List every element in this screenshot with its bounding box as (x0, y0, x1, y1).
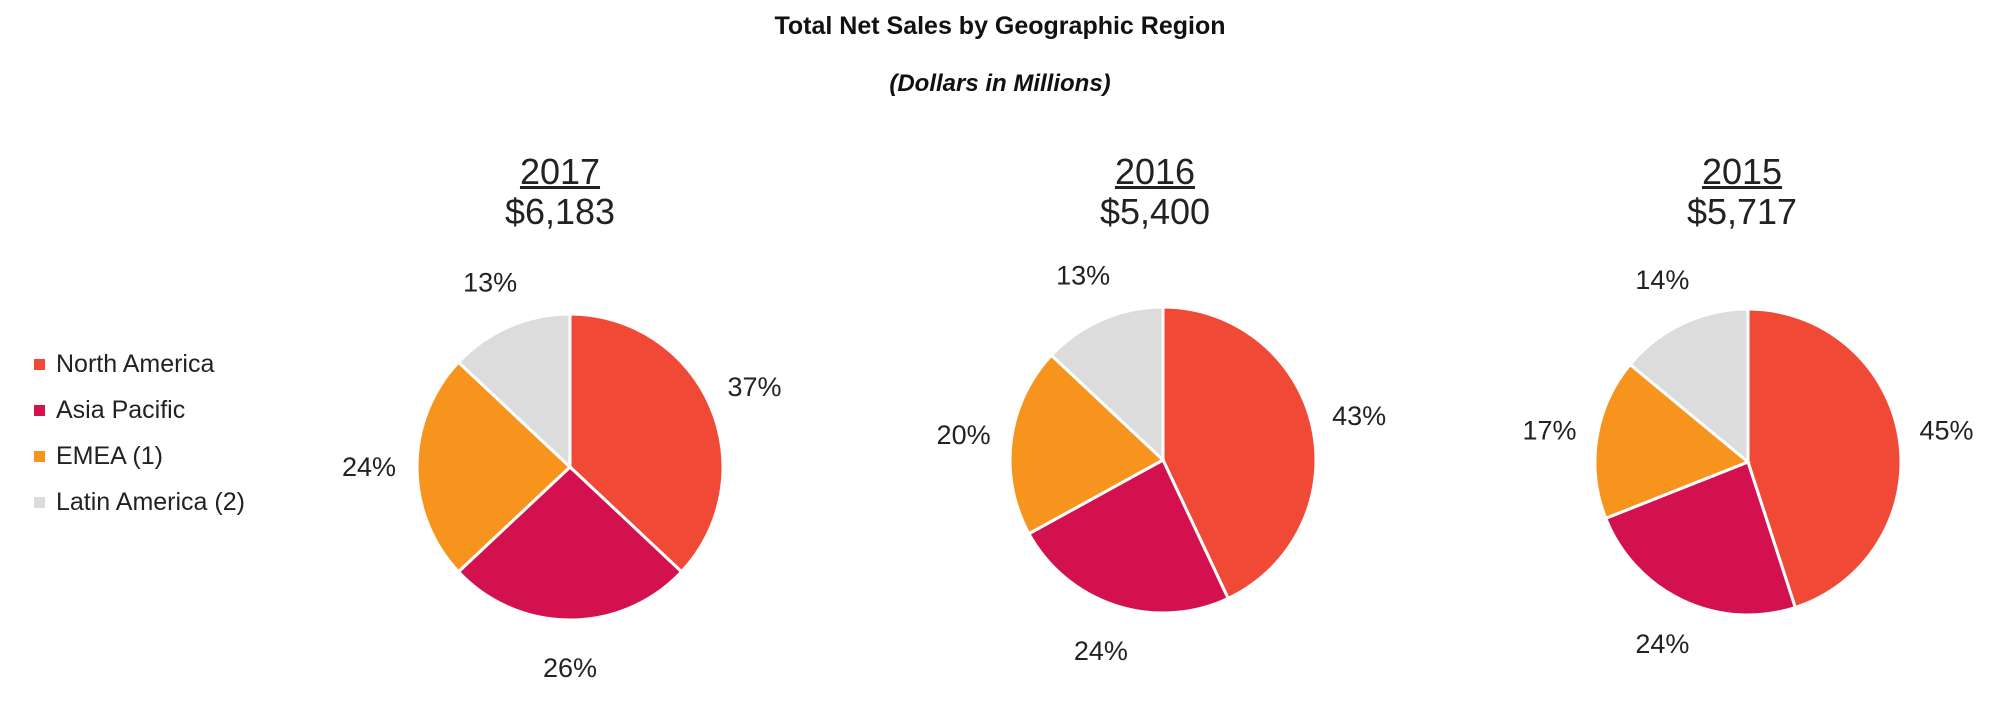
pie-slice-2017-north-america (568, 312, 725, 574)
pie-total: $5,400 (1099, 191, 1211, 232)
pie-year: 2016 (1114, 151, 1196, 192)
pie-slice-2017-asia-pacific (456, 464, 684, 622)
legend-item-north-america: North America (34, 344, 214, 384)
chart-subtitle: (Dollars in Millions) (889, 70, 1111, 97)
pie-label-2015-emea: 17% (1522, 416, 1576, 446)
pie-slice-2015-north-america (1746, 307, 1903, 610)
pie-label-2016-emea: 20% (937, 420, 991, 450)
pie-2017: 37% 26% 24% 13% (342, 268, 782, 683)
pie-label-2015-asia-pacific: 24% (1635, 629, 1689, 659)
pie-label-2015-north-america: 45% (1920, 416, 1974, 446)
legend-item-latin-america: Latin America (2) (34, 482, 245, 522)
pie-2016: 43% 24% 20% 13% (937, 261, 1387, 667)
pie-label-2015-latin-america: 14% (1635, 265, 1689, 295)
pie-header-2015: 2015 $5,717 (1592, 152, 1892, 232)
legend-swatch-asia-pacific (34, 404, 45, 416)
pie-slice-2017-latin-america (456, 312, 572, 471)
pie-header-2016: 2016 $5,400 (1005, 152, 1305, 232)
pie-label-2017-north-america: 37% (727, 372, 781, 402)
pie-label-2017-latin-america: 13% (463, 268, 517, 298)
pie-year: 2015 (1701, 151, 1783, 192)
pie-slice-2015-latin-america (1627, 307, 1750, 466)
pie-label-2017-emea: 24% (342, 452, 396, 482)
pie-2015: 45% 24% 17% 14% (1522, 265, 1973, 659)
legend-item-asia-pacific: Asia Pacific (34, 390, 185, 430)
legend-label: North America (56, 349, 215, 378)
pie-slice-2015-emea (1593, 362, 1751, 521)
pie-header-2017: 2017 $6,183 (410, 152, 710, 232)
pie-slice-2016-emea (1008, 353, 1166, 536)
pie-label-2016-asia-pacific: 24% (1074, 636, 1128, 666)
pie-slice-2017-emea (415, 360, 573, 574)
legend-label: EMEA (1) (56, 441, 163, 470)
pie-slice-2016-latin-america (1049, 305, 1165, 464)
legend-swatch-north-america (34, 358, 45, 370)
pie-label-2016-north-america: 43% (1332, 401, 1386, 431)
pie-slice-2016-asia-pacific (1026, 457, 1231, 615)
legend-swatch-latin-america (34, 496, 45, 508)
pie-label-2017-asia-pacific: 26% (543, 653, 597, 683)
legend-label: Asia Pacific (56, 395, 186, 424)
pie-slice-2016-north-america (1161, 305, 1318, 601)
legend-item-emea: EMEA (1) (34, 436, 163, 476)
pie-year: 2017 (519, 151, 601, 192)
pie-label-2016-latin-america: 13% (1056, 261, 1110, 291)
pie-total: $6,183 (504, 191, 616, 232)
legend-label: Latin America (2) (56, 487, 245, 516)
legend-swatch-emea (34, 450, 45, 462)
pie-total: $5,717 (1686, 191, 1798, 232)
chart-title: Total Net Sales by Geographic Region (774, 12, 1226, 40)
